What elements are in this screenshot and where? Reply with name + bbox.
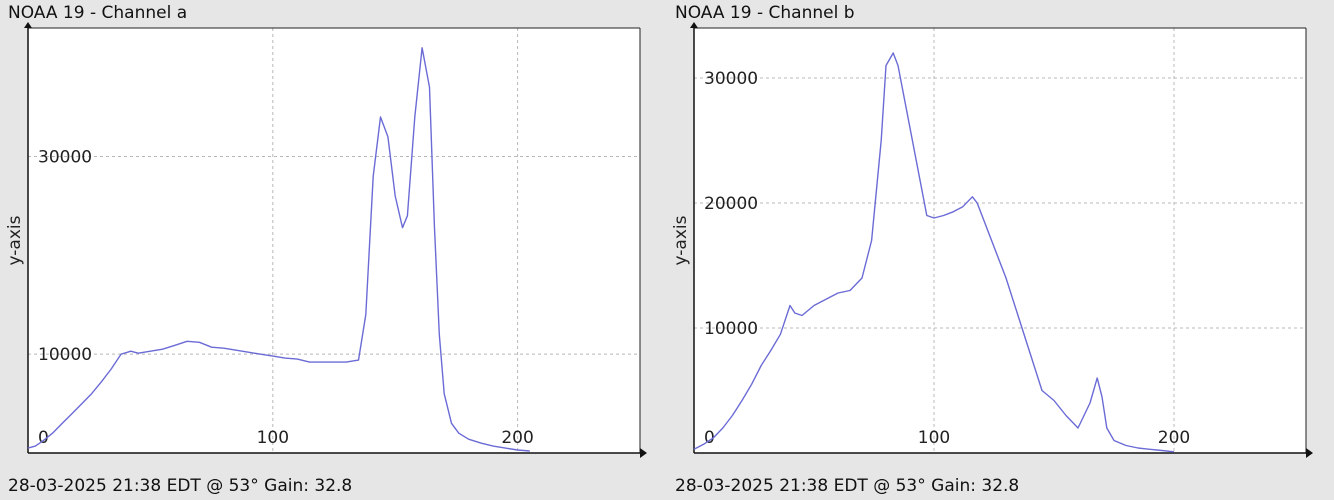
chart-plot-a: 0 100 200 10000 30000 y-axis [5, 22, 647, 458]
series-line-a-0 [27, 47, 530, 452]
y-tick-label: 30000 [38, 147, 92, 167]
chart-panel-a: NOAA 19 - Channel a 0 100 200 10000 30000 y-a… [5, 3, 647, 496]
x-tick-label: 200 [501, 428, 533, 448]
chart-footer-b: 28-03-2025 21:38 EDT @ 53° Gain: 32.8 [675, 476, 1020, 496]
x-tick-label: 0 [704, 428, 715, 448]
chart-footer-a: 28-03-2025 21:38 EDT @ 53° Gain: 32.8 [8, 476, 353, 496]
y-axis-arrow [690, 22, 698, 28]
x-axis-arrow [1306, 448, 1313, 458]
y-tick-label: 10000 [704, 319, 758, 339]
chart-title-b: NOAA 19 - Channel b [675, 3, 855, 23]
chart-panel-b: NOAA 19 - Channel b 0 100 200 10000 20000 300… [667, 0, 1334, 500]
y-axis-title: y-axis [5, 215, 25, 265]
y-tick-label: 10000 [38, 345, 92, 365]
x-tick-label: 100 [257, 428, 289, 448]
series-line-b-0 [693, 52, 1175, 453]
x-tick-label: 200 [1158, 428, 1190, 448]
x-tick-label: 100 [918, 428, 950, 448]
y-axis-arrow [24, 22, 32, 28]
y-tick-label: 20000 [704, 194, 758, 214]
chart-title-a: NOAA 19 - Channel a [8, 3, 188, 23]
y-tick-label: 30000 [704, 69, 758, 89]
plot-background [694, 28, 1306, 453]
x-tick-label: 0 [38, 428, 49, 448]
y-axis-title: y-axis [671, 215, 691, 265]
chart-plot-b: 0 100 200 10000 20000 30000 y-axis [671, 22, 1313, 458]
x-axis-arrow [640, 448, 647, 458]
plot-background [28, 28, 640, 453]
